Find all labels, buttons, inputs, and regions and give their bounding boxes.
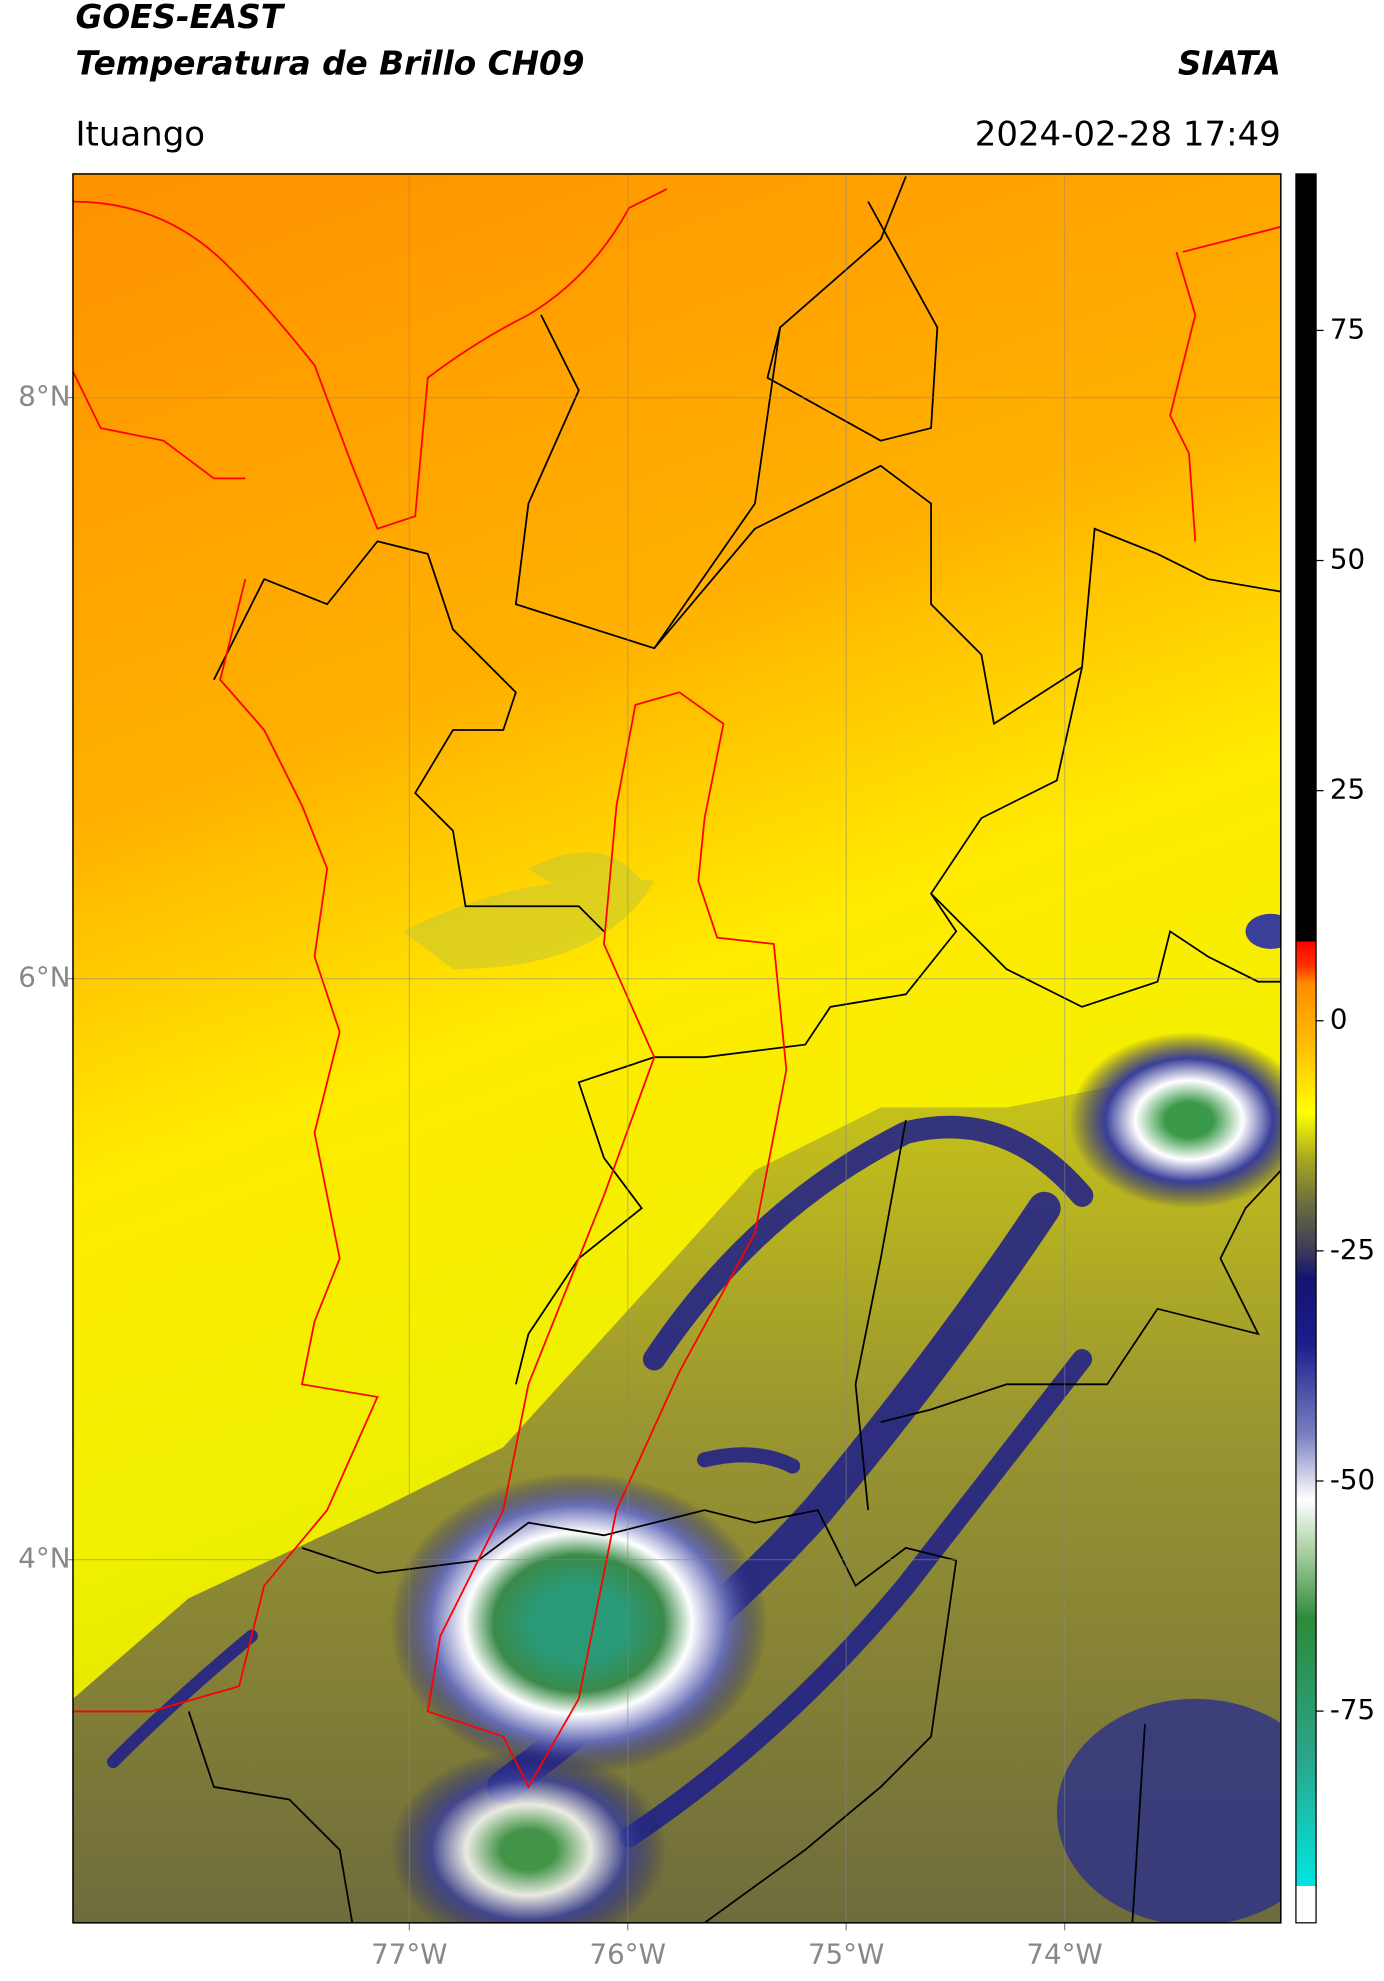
satellite-image	[72, 173, 1281, 1923]
y-tick-label: 6°N	[18, 961, 70, 994]
x-tick-label: 76°W	[590, 1938, 666, 1971]
map-frame	[72, 173, 1282, 1924]
colorbar-tick-label: 75	[1330, 312, 1365, 345]
x-tick-label: 77°W	[371, 1938, 447, 1971]
source: SIATA	[1178, 45, 1281, 83]
colorbar-tick-label: -25	[1330, 1233, 1375, 1266]
colorbar	[1295, 173, 1317, 1924]
title: GOES-EAST	[75, 0, 285, 36]
colorbar-tick-label: 25	[1330, 773, 1365, 806]
x-tick-label: 75°W	[808, 1938, 884, 1971]
location: Ituango	[75, 115, 205, 155]
colorbar-tick-label: 50	[1330, 543, 1365, 576]
colorbar-tick-label: -75	[1330, 1693, 1375, 1726]
x-tick-label: 74°W	[1026, 1938, 1102, 1971]
colorbar-tick-label: -50	[1330, 1463, 1375, 1496]
y-tick-label: 8°N	[18, 380, 70, 413]
datetime: 2024-02-28 17:49	[975, 115, 1281, 155]
subtitle: Temperatura de Brillo CH09	[75, 45, 584, 83]
colorbar-tick-label: 0	[1330, 1003, 1348, 1036]
y-tick-label: 4°N	[18, 1542, 70, 1575]
